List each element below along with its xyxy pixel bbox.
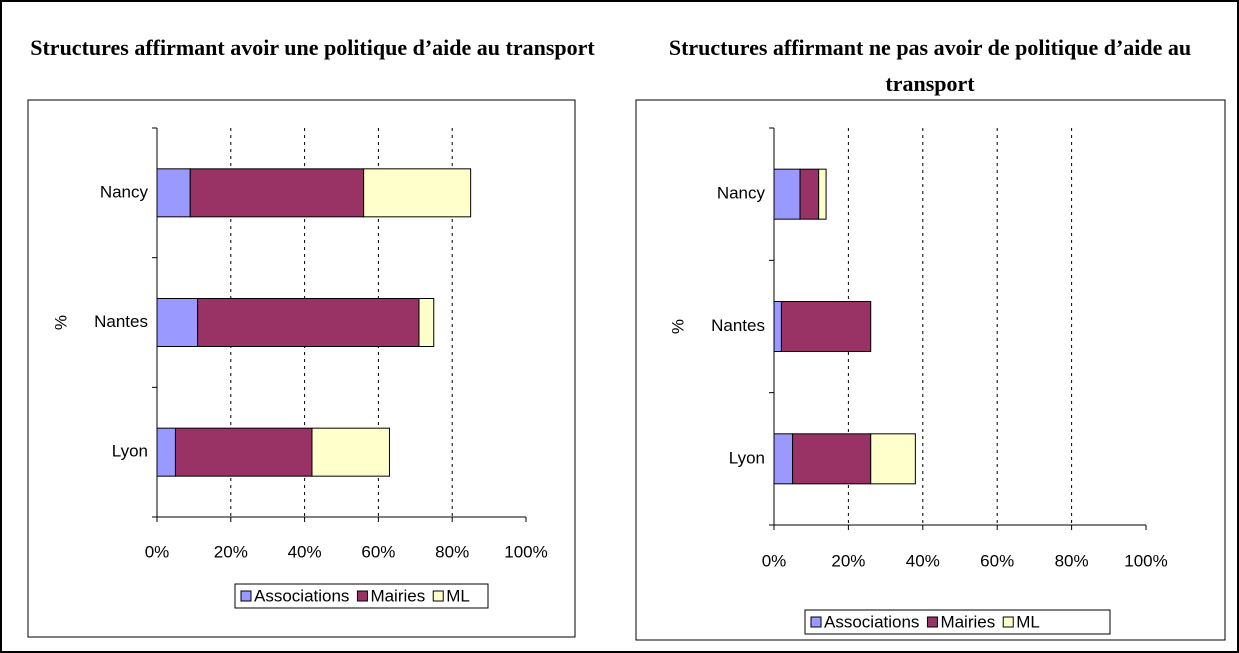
y-axis-label: %: [51, 315, 70, 330]
x-tick-label: 100%: [1124, 551, 1167, 570]
legend-label: Associations: [254, 586, 349, 605]
y-tick-label: Nantes: [711, 316, 765, 335]
x-tick-label: 40%: [288, 542, 322, 561]
x-tick-label: 20%: [214, 542, 248, 561]
bar-segment: [870, 433, 916, 485]
x-tick-label: 60%: [361, 542, 395, 561]
chart-box: [635, 99, 1226, 641]
bar-segment: [792, 433, 872, 485]
x-tick-label: 80%: [435, 542, 469, 561]
bar-segment: [156, 298, 199, 347]
legend-label: Mairies: [940, 612, 995, 631]
legend-swatch: [926, 616, 938, 628]
x-tick-label: 0%: [145, 542, 170, 561]
bar-segment: [156, 427, 176, 477]
bar-segment: [773, 433, 794, 485]
legend-swatch: [432, 590, 444, 602]
legend-swatch: [356, 590, 368, 602]
y-tick-label: Lyon: [729, 448, 765, 467]
bar-segment: [197, 298, 420, 347]
bar-segment: [773, 301, 782, 352]
legend-label: ML: [446, 586, 470, 605]
legend-swatch: [1002, 616, 1014, 628]
x-tick-label: 60%: [980, 551, 1014, 570]
bar-segment: [311, 427, 390, 477]
x-tick-label: 0%: [762, 551, 787, 570]
bar-segment: [780, 301, 872, 352]
y-tick-label: Nancy: [100, 182, 149, 201]
x-tick-label: 80%: [1055, 551, 1089, 570]
legend-swatch: [240, 590, 252, 602]
y-tick-label: Nantes: [94, 312, 148, 331]
y-axis-label: %: [668, 319, 687, 334]
legend-swatch: [810, 616, 822, 628]
legend-box: [804, 609, 1111, 635]
bar-segment: [156, 168, 191, 218]
x-tick-label: 100%: [504, 542, 547, 561]
y-tick-label: Lyon: [112, 442, 148, 461]
x-tick-label: 20%: [831, 551, 865, 570]
bar-segment: [189, 168, 365, 218]
x-tick-label: 40%: [906, 551, 940, 570]
bar-segment: [799, 168, 820, 220]
bar-segment: [418, 298, 435, 347]
bar-segment: [174, 427, 313, 477]
bar-segment: [818, 168, 827, 220]
y-tick-label: Nancy: [717, 184, 766, 203]
legend-label: ML: [1016, 612, 1040, 631]
legend-label: Mairies: [370, 586, 425, 605]
chart-title: Structures affirmant avoir une politique…: [30, 35, 595, 60]
chart-box: [27, 99, 576, 638]
legend-label: Associations: [824, 612, 919, 631]
chart-title: Structures affirmant ne pas avoir de pol…: [668, 35, 1192, 96]
bar-segment: [773, 168, 801, 220]
bar-segment: [363, 168, 472, 218]
